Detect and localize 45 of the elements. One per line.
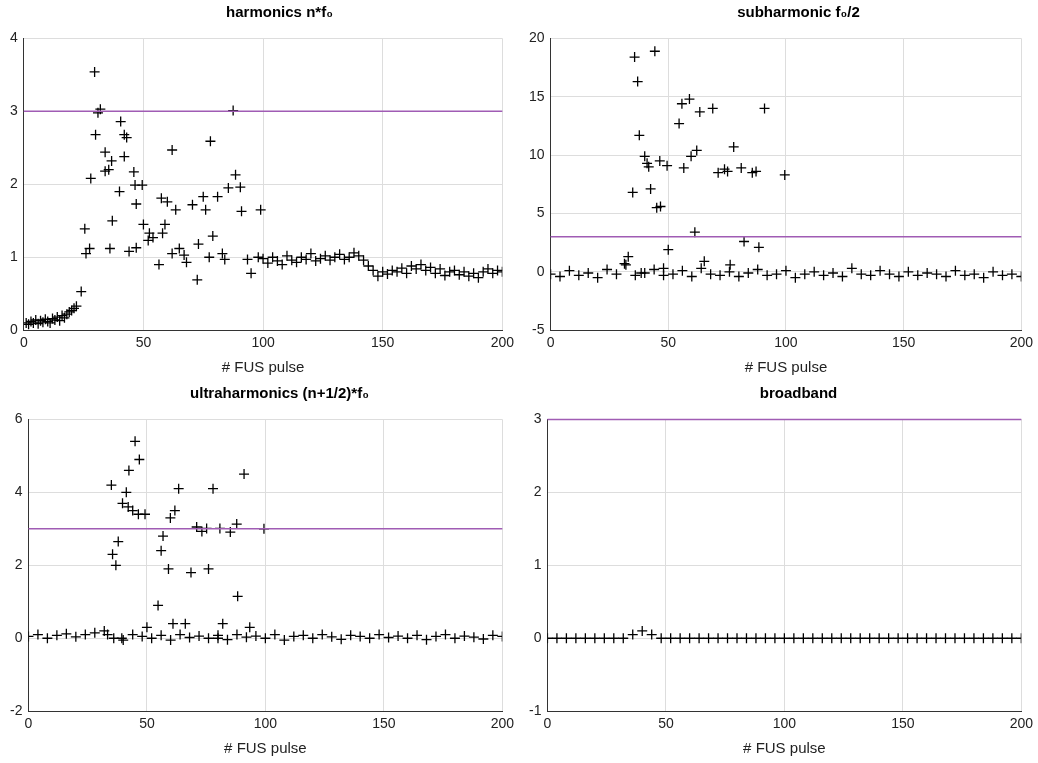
y-tick-label: -1: [529, 702, 542, 719]
y-tick-label: -2: [10, 702, 23, 719]
y-tick-label: 2: [9, 175, 18, 192]
x-axis-title: # FUS pulse: [224, 739, 307, 757]
y-tick-label: 10: [528, 145, 545, 162]
x-tick-label: 200: [490, 334, 515, 351]
y-tick-label: 2: [14, 556, 23, 573]
y-tick-label: 1: [9, 248, 18, 265]
x-tick-label: 50: [139, 715, 155, 732]
x-tick-label: 50: [658, 715, 674, 732]
x-axis-title: # FUS pulse: [743, 739, 826, 757]
y-tick-label: 3: [533, 410, 542, 427]
y-tick-label: 4: [14, 483, 23, 500]
x-tick-label: 200: [490, 715, 515, 732]
x-tick-label: 200: [1009, 334, 1034, 351]
x-tick-label: 150: [891, 334, 916, 351]
y-tick-label: 0: [533, 629, 542, 646]
y-tick-label: 0: [9, 321, 18, 338]
y-tick-label: 3: [9, 102, 18, 119]
x-tick-label: 150: [372, 715, 396, 732]
y-tick-label: 6: [14, 410, 23, 427]
chart-title: broadband: [758, 383, 839, 403]
x-tick-label: 100: [251, 334, 275, 351]
chart-title: subharmonic f₀/2: [736, 2, 861, 22]
x-tick-label: 50: [135, 334, 152, 351]
y-tick-label: 2: [533, 483, 542, 500]
y-tick-label: 15: [528, 87, 545, 104]
y-tick-label: 0: [536, 262, 545, 279]
x-tick-label: 100: [772, 715, 797, 732]
x-tick-label: 50: [660, 334, 677, 351]
x-tick-label: 200: [1009, 715, 1034, 732]
chart-title: ultraharmonics (n+1/2)*f₀: [189, 383, 370, 403]
y-tick-label: 4: [9, 29, 18, 46]
x-tick-label: 100: [774, 334, 798, 351]
x-axis-title: # FUS pulse: [221, 358, 305, 376]
y-tick-label: 5: [536, 204, 545, 221]
x-axis-title: # FUS pulse: [744, 358, 828, 376]
x-tick-label: 100: [253, 715, 278, 732]
chart-title: harmonics n*f₀: [225, 2, 334, 22]
y-tick-label: 20: [528, 29, 545, 46]
y-tick-label: -5: [532, 321, 545, 338]
y-tick-label: 0: [14, 629, 23, 646]
y-tick-label: 1: [533, 556, 542, 573]
x-tick-label: 150: [371, 334, 395, 351]
x-tick-label: 150: [891, 715, 915, 732]
